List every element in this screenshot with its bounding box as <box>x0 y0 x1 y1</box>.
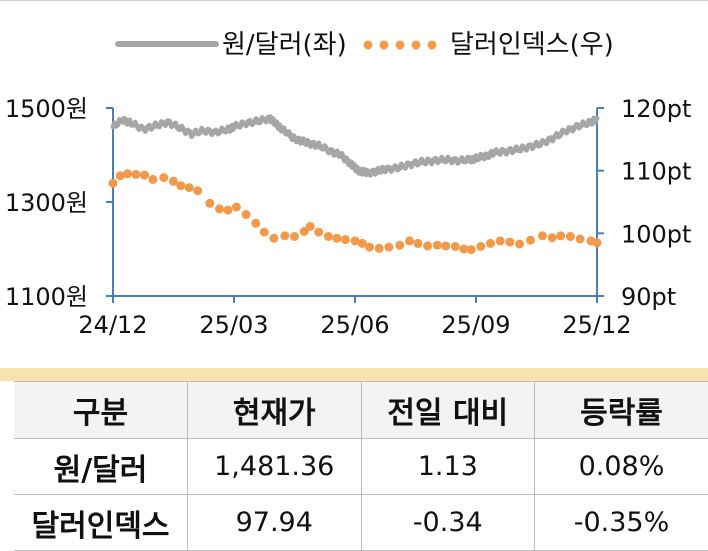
header-change-rate: 등락률 <box>535 382 708 439</box>
series-point-dollar-index <box>232 203 241 212</box>
cell-daily-change: 1.13 <box>361 439 535 495</box>
x-tick-label: 25/12 <box>562 311 631 339</box>
series-point-dollar-index <box>306 222 315 231</box>
header-current-price: 현재가 <box>188 382 362 439</box>
series-point-dollar-index <box>423 241 432 250</box>
series-point-dollar-index <box>314 228 323 237</box>
series-point-dollar-index <box>109 179 118 188</box>
series-point-dollar-index <box>185 183 194 192</box>
x-tick-label: 25/06 <box>320 311 389 339</box>
series-point-dollar-index <box>132 170 141 179</box>
series-point-dollar-index <box>433 241 442 250</box>
table-row-krw-usd: 원/달러 1,481.36 1.13 0.08% <box>14 439 708 495</box>
cell-change-rate: 0.08% <box>535 439 708 495</box>
series-point-dollar-index <box>193 186 202 195</box>
legend-label-krw-usd: 원/달러(좌) <box>222 30 347 60</box>
series-point-dollar-index <box>576 235 585 244</box>
y-left-tick-label: 1300원 <box>5 189 88 217</box>
series-point-dollar-index <box>223 206 232 215</box>
series-point-dollar-index <box>215 204 224 213</box>
cell-daily-change: -0.34 <box>361 495 535 551</box>
legend-swatch-dollar-index <box>364 41 437 50</box>
row-label: 원/달러 <box>14 439 188 495</box>
series-point-dollar-index <box>405 236 414 245</box>
series-point-dollar-index <box>324 232 333 241</box>
series-point-dollar-index <box>548 233 557 242</box>
series-point-dollar-index <box>365 243 374 252</box>
series-point-dollar-index <box>476 242 485 251</box>
series-point-dollar-index <box>242 210 251 219</box>
series-point-dollar-index <box>556 231 565 240</box>
series-point-dollar-index <box>467 245 476 254</box>
y-right-tick-label: 120pt <box>621 95 691 123</box>
series-point-dollar-index <box>515 240 524 249</box>
cell-current-price: 1,481.36 <box>188 439 362 495</box>
table-header-row: 구분 현재가 전일 대비 등락률 <box>14 382 708 439</box>
legend-label-dollar-index: 달러인덱스(우) <box>450 30 614 60</box>
series-point-dollar-index <box>269 234 278 243</box>
y-right-tick-label: 110pt <box>621 158 691 186</box>
table-row-dollar-index: 달러인덱스 97.94 -0.34 -0.35% <box>14 495 708 551</box>
series-point-dollar-index <box>384 243 393 252</box>
x-tick-label: 25/03 <box>199 311 268 339</box>
y-right-tick-label: 90pt <box>621 283 676 311</box>
series-point-dollar-index <box>341 235 350 244</box>
series-point-dollar-index <box>148 175 157 184</box>
axes: 1100원 1300원 1500원 90pt 100pt 110pt 120pt 24/12 2… <box>5 95 692 339</box>
series-layer <box>109 117 602 254</box>
series-point-dollar-index <box>280 231 289 240</box>
series-point-dollar-index <box>176 181 185 190</box>
header-category: 구분 <box>14 382 188 439</box>
legend: 원/달러(좌) 달러인덱스(우) <box>118 30 614 60</box>
series-point-dollar-index <box>496 236 505 245</box>
cell-current-price: 97.94 <box>188 495 362 551</box>
header-daily-change: 전일 대비 <box>361 382 535 439</box>
series-point-dollar-index <box>566 232 575 241</box>
series-point-dollar-index <box>140 171 149 180</box>
series-point-dollar-index <box>375 244 384 253</box>
series-point-dollar-index <box>505 238 514 247</box>
series-point-dollar-index <box>123 169 132 178</box>
series-line-krw-usd <box>113 117 597 176</box>
summary-table: 구분 현재가 전일 대비 등락률 원/달러 1,481.36 1.13 0.08… <box>14 381 708 551</box>
series-point-dollar-index <box>451 242 460 251</box>
series-point-dollar-index <box>159 173 168 182</box>
series-point-dollar-index <box>413 239 422 248</box>
series-point-dollar-index <box>260 228 269 237</box>
series-point-dollar-index <box>332 234 341 243</box>
series-point-dollar-index <box>538 231 547 240</box>
series-point-dollar-index <box>441 241 450 250</box>
y-left-tick-label: 1100원 <box>5 283 88 311</box>
x-tick-label: 25/09 <box>441 311 510 339</box>
chart-area: 원/달러(좌) 달러인덱스(우) 1100원 1300원 1500원 90pt 100p… <box>0 0 708 368</box>
series-point-dollar-index <box>205 199 214 208</box>
top-divider <box>0 0 708 1</box>
cell-change-rate: -0.35% <box>535 495 708 551</box>
y-left-tick-label: 1500원 <box>5 95 88 123</box>
series-point-dollar-index <box>395 241 404 250</box>
series-point-dollar-index <box>593 238 602 247</box>
row-label: 달러인덱스 <box>14 495 188 551</box>
dual-axis-line-chart: 원/달러(좌) 달러인덱스(우) 1100원 1300원 1500원 90pt 100p… <box>0 0 708 368</box>
series-point-dollar-index <box>251 219 260 228</box>
series-point-dollar-index <box>486 239 495 248</box>
summary-table-wrap: 구분 현재가 전일 대비 등락률 원/달러 1,481.36 1.13 0.08… <box>0 368 708 543</box>
x-tick-label: 24/12 <box>78 311 147 339</box>
series-point-dollar-index <box>290 232 299 241</box>
series-point-dollar-index <box>526 236 535 245</box>
y-right-tick-label: 100pt <box>621 220 691 248</box>
